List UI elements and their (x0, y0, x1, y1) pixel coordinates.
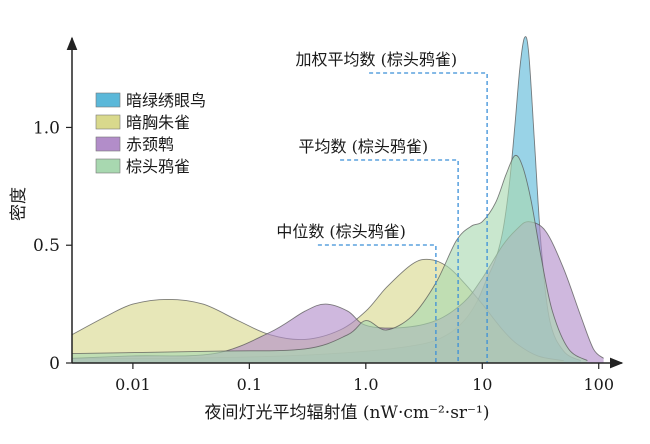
legend-label-4: 棕头鸦雀 (126, 157, 190, 176)
x-axis-label: 夜间灯光平均辐射值 (nW·cm⁻²·sr⁻¹) (205, 403, 490, 423)
annotation-label-1: 加权平均数 (棕头鸦雀) (296, 50, 458, 69)
legend-swatch-1 (95, 92, 121, 108)
legend-swatch-3 (95, 136, 121, 152)
annotation-layer: 加权平均数 (棕头鸦雀) 平均数 (棕头鸦雀) 中位数 (棕头鸦雀) (276, 50, 488, 363)
x-tick-label: 1.0 (353, 375, 378, 394)
legend-swatch-4 (95, 158, 121, 174)
y-tick-label: 1.0 (33, 118, 60, 138)
y-axis-label: 密度 (9, 187, 29, 221)
legend-label-2: 暗胸朱雀 (126, 113, 190, 132)
annotation-line-2 (340, 159, 459, 363)
annotation-label-3: 中位数 (棕头鸦雀) (276, 222, 406, 241)
x-tick-label: 0.1 (237, 375, 262, 394)
y-tick-label: 0.5 (33, 236, 60, 256)
ticks: 0.01 0.1 1.0 10 100 0 0.5 1.0 (33, 118, 614, 394)
x-tick-label: 0.01 (115, 375, 151, 394)
axes (66, 36, 624, 369)
annotation-line-1 (369, 72, 488, 363)
x-tick-label: 100 (583, 375, 614, 394)
series-line-4 (71, 154, 588, 361)
legend-label-3: 赤颈鹎 (126, 135, 174, 154)
legend-label-1: 暗绿绣眼鸟 (126, 91, 206, 110)
x-tick-label: 10 (472, 375, 492, 394)
annotation-line-3 (317, 244, 437, 363)
legend-swatch-2 (95, 114, 121, 130)
y-tick-label: 0 (49, 354, 60, 374)
annotation-label-2: 平均数 (棕头鸦雀) (299, 137, 429, 156)
series-layer (71, 36, 604, 364)
